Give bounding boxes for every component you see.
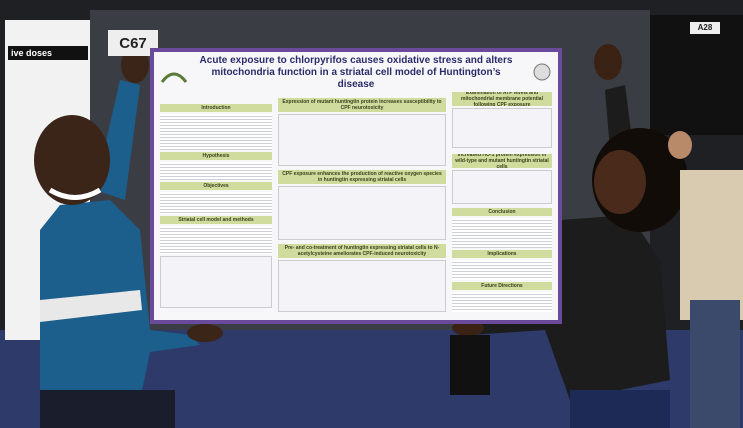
university-logo <box>160 72 188 83</box>
section-header: CPF exposure enhances the production of … <box>278 170 446 184</box>
sweater-stripe <box>40 290 142 322</box>
right-person-lower-hand <box>452 320 484 336</box>
methods-diagram <box>160 256 272 308</box>
right-person-jacket <box>470 215 670 400</box>
figure <box>452 170 552 204</box>
section-header: Hypothesis <box>160 152 272 160</box>
section-header: Striatal cell model and methods <box>160 216 272 224</box>
figure <box>278 260 446 312</box>
poster-body: Acute exposure to chlorpyrifos causes ox… <box>154 52 558 320</box>
text-block <box>160 162 272 180</box>
left-person-hand <box>121 47 149 83</box>
right-person-face <box>594 150 646 214</box>
smile <box>48 187 102 200</box>
section-header: Increased HO-1 protein expression in wil… <box>452 154 552 168</box>
booth-sign: C67 <box>108 30 158 56</box>
section-header: Objectives <box>160 182 272 190</box>
left-person-lower-hand <box>187 324 223 342</box>
text-block <box>160 226 272 254</box>
figure <box>278 186 446 240</box>
figure <box>278 114 446 166</box>
figure <box>452 108 552 148</box>
text-block <box>452 260 552 280</box>
section-header: Expression of mutant huntingtin protein … <box>278 98 446 112</box>
bystander-legs <box>690 300 740 428</box>
text-block <box>160 114 272 150</box>
text-block <box>160 192 272 214</box>
seal <box>533 63 551 81</box>
right-person-pants <box>570 390 670 428</box>
section-header: Introduction <box>160 104 272 112</box>
section-header: Examination of ATP levels and mitochondr… <box>452 92 552 106</box>
section-header: Conclusion <box>452 208 552 216</box>
text-block <box>452 218 552 248</box>
bystander-head <box>668 131 692 159</box>
bystander-coat <box>680 170 743 320</box>
left-person-head <box>34 115 110 205</box>
section-header: Pre- and co-treatment of huntingtin expr… <box>278 244 446 258</box>
right-sign: A28 <box>690 22 720 34</box>
right-person-hand <box>594 44 622 80</box>
text-block <box>452 292 552 312</box>
right-background <box>650 15 743 135</box>
left-poster-heading: ive doses <box>8 46 88 60</box>
poster: Acute exposure to chlorpyrifos causes ox… <box>150 48 562 324</box>
left-person-jeans <box>40 390 175 428</box>
section-header: Implications <box>452 250 552 258</box>
section-header: Future Directions <box>452 282 552 290</box>
poster-title: Acute exposure to chlorpyrifos causes ox… <box>199 55 513 90</box>
bystander-legs-back <box>450 335 490 395</box>
